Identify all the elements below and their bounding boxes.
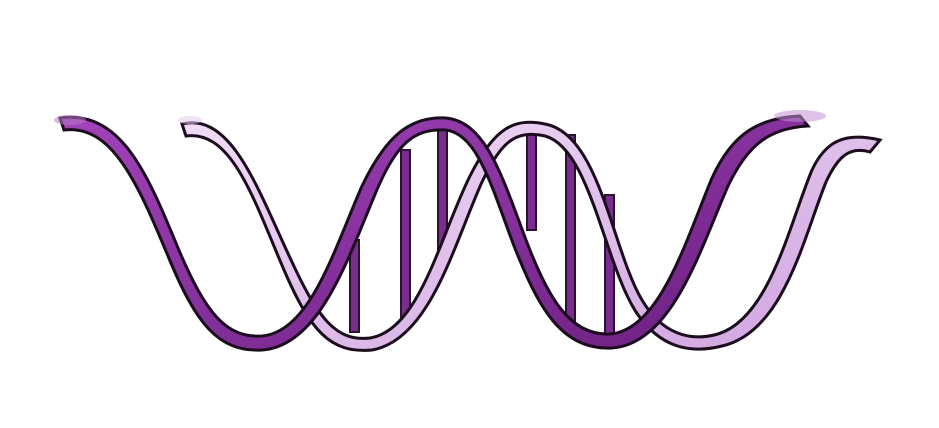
light-strand bbox=[180, 120, 883, 352]
dark-strand bbox=[58, 114, 811, 352]
strand-end-fuzz bbox=[54, 110, 826, 125]
base-pair-rung bbox=[400, 149, 411, 323]
fuzz-right bbox=[774, 110, 826, 122]
dark-strand-ribbon bbox=[58, 114, 811, 352]
light-strand-ribbon bbox=[180, 120, 883, 352]
fuzz-left bbox=[54, 115, 86, 125]
base-pair-rung bbox=[526, 123, 537, 231]
fuzz-mid bbox=[178, 116, 202, 124]
